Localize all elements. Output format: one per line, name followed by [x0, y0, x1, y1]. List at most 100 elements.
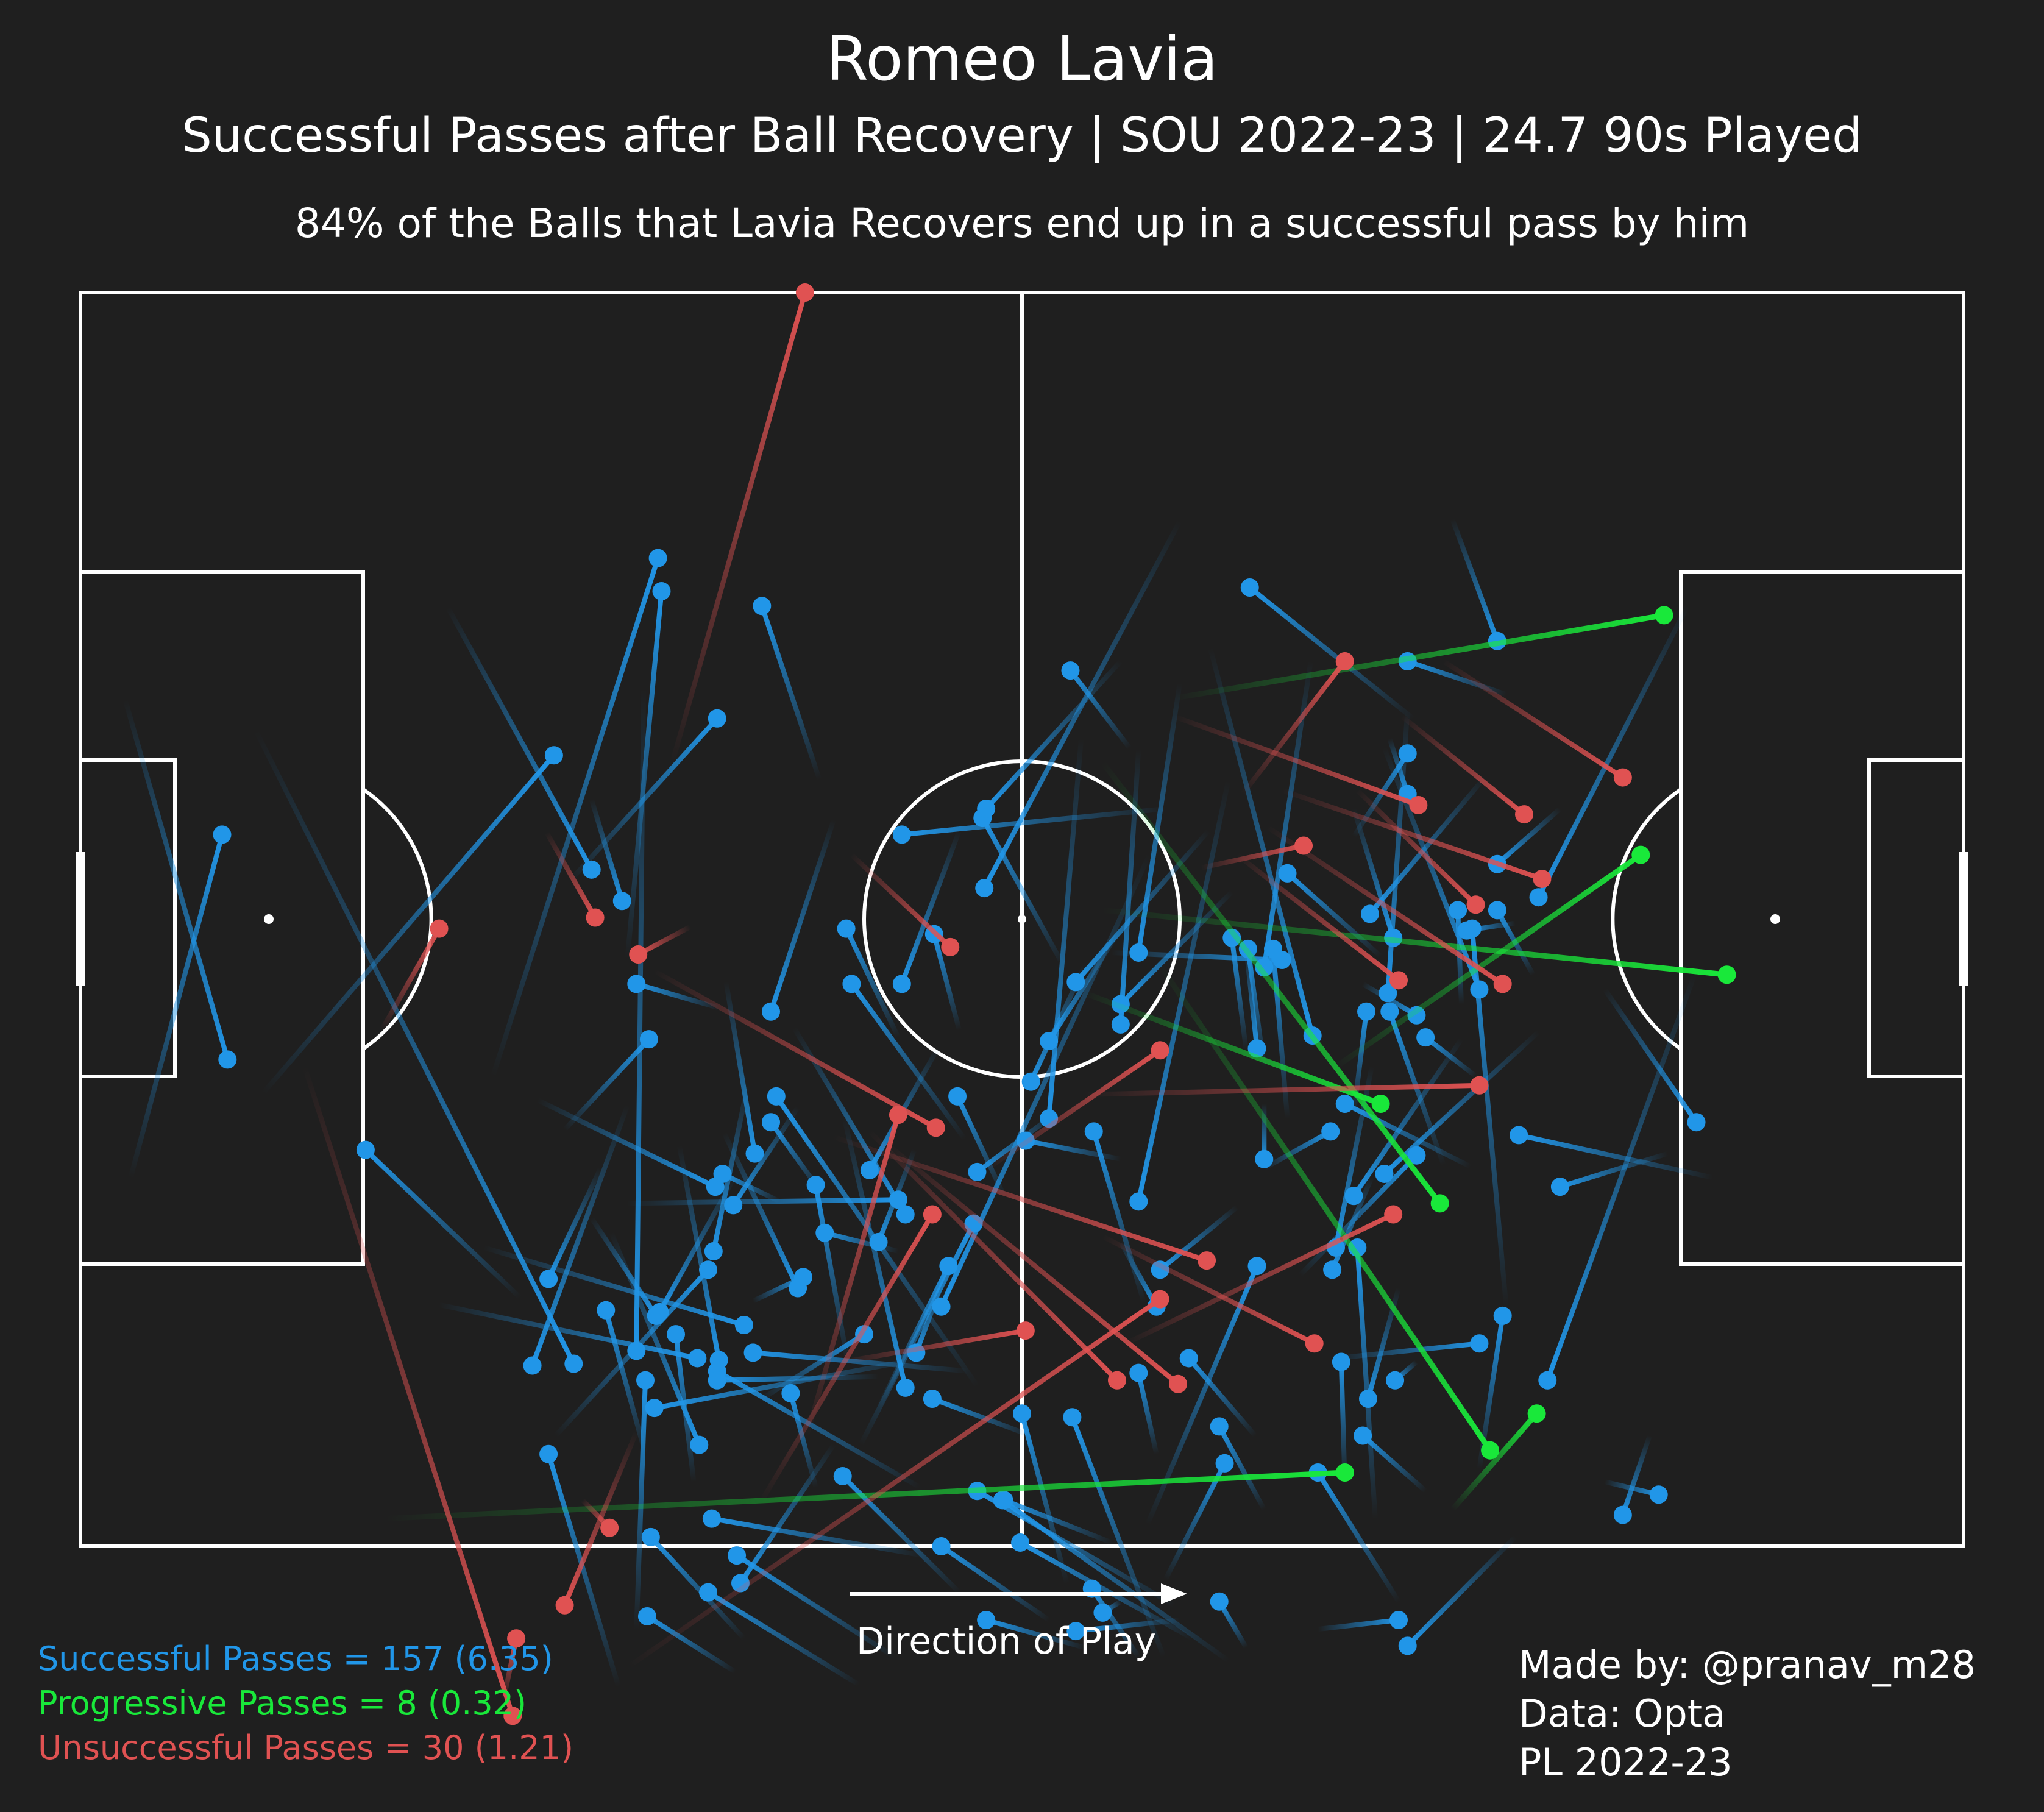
- successful-passes-end-point-84: [1398, 744, 1417, 763]
- unsuccessful-passes-line-4: [849, 852, 953, 950]
- successful-passes-end-point-123: [1129, 1363, 1148, 1382]
- successful-passes-line-31: [711, 1082, 750, 1254]
- successful-passes-end-point-58: [1111, 1015, 1130, 1034]
- successful-passes-line-42: [931, 931, 962, 1032]
- successful-passes-line-59: [1136, 778, 1231, 1204]
- unsuccessful-passes-line-28: [1199, 843, 1307, 870]
- successful-passes-end-point-24: [523, 1356, 542, 1375]
- successful-passes-line-39: [843, 926, 901, 1040]
- successful-passes-end-point-18: [627, 975, 646, 993]
- credit-data: Data: Opta: [1519, 1691, 1726, 1736]
- successful-passes-line-55: [1091, 1129, 1147, 1306]
- unsuccessful-passes-end-point-6: [1198, 1251, 1216, 1270]
- successful-passes-end-point-56: [968, 1162, 987, 1181]
- successful-passes-line-67: [1028, 963, 1087, 1084]
- successful-passes-line-112: [1355, 1245, 1378, 1521]
- successful-passes-end-point-142: [1210, 1592, 1229, 1611]
- successful-passes-end-point-92: [1488, 901, 1506, 920]
- successful-passes-end-point-37: [896, 1205, 915, 1224]
- unsuccessful-passes-end-point-3: [629, 945, 648, 964]
- progressive-passes-line-7: [1449, 1410, 1540, 1512]
- unsuccessful-passes-line-12: [302, 1064, 516, 1719]
- unsuccessful-passes-line-27: [1240, 659, 1347, 797]
- progressive-passes-end-point-5: [1481, 1441, 1500, 1460]
- successful-passes-line-51: [1073, 828, 1212, 985]
- direction-label: Direction of Play: [856, 1620, 1157, 1663]
- successful-passes-end-point-91: [1380, 1002, 1399, 1021]
- successful-passes-line-48: [849, 981, 967, 1142]
- successful-passes-line-46: [768, 817, 836, 1014]
- successful-passes-line-83: [1367, 775, 1488, 917]
- successful-passes-end-point-41: [896, 1378, 915, 1397]
- successful-passes-line-102: [1469, 926, 1509, 1309]
- unsuccessful-passes-line-7: [840, 1328, 1028, 1365]
- successful-passes-line-105: [1620, 1433, 1652, 1518]
- successful-passes-line-118: [1315, 1618, 1401, 1632]
- successful-passes-line-47: [899, 828, 962, 987]
- successful-passes-end-point-20: [690, 1435, 709, 1454]
- successful-passes-line-45: [759, 603, 822, 782]
- successful-passes-line-25: [546, 1165, 603, 1282]
- successful-passes-line-54: [1157, 1204, 1240, 1273]
- successful-passes-line-93: [1494, 806, 1563, 867]
- successful-passes-end-point-1: [213, 825, 232, 844]
- successful-passes-line-12: [589, 797, 625, 904]
- progressive-passes-end-point-2: [1371, 1095, 1390, 1113]
- progressive-passes-line-0: [1171, 612, 1667, 701]
- progressive-passes-line-3: [1333, 852, 1644, 1070]
- chart-note: 84% of the Balls that Lavia Recovers end…: [294, 200, 1750, 247]
- successful-passes-line-18: [634, 981, 722, 1011]
- successful-passes-end-point-149: [636, 1371, 655, 1390]
- successful-passes-line-137: [1020, 1411, 1070, 1586]
- progressive-passes-end-point-7: [1527, 1404, 1546, 1423]
- successful-passes-line-151: [603, 1307, 648, 1457]
- successful-passes-end-point-81: [1272, 951, 1291, 970]
- successful-passes-end-point-39: [837, 919, 856, 938]
- progressive-passes-end-point-6: [1335, 1463, 1354, 1482]
- successful-passes-end-point-43: [948, 1087, 967, 1106]
- successful-passes-line-26: [481, 1245, 747, 1327]
- successful-passes-end-point-27: [688, 1349, 707, 1368]
- successful-passes-end-point-147: [641, 1527, 660, 1546]
- successful-passes-end-point-47: [892, 975, 911, 993]
- left-penalty-box: [79, 570, 365, 1266]
- successful-passes-end-point-110: [1386, 1371, 1405, 1390]
- successful-passes-line-136: [984, 1618, 1087, 1650]
- unsuccessful-passes-end-point-9: [1151, 1290, 1169, 1309]
- unsuccessful-passes-line-26: [1172, 714, 1421, 808]
- successful-passes-line-109: [1602, 987, 1699, 1125]
- successful-passes-end-point-138: [1063, 1408, 1082, 1427]
- successful-passes-line-85: [1351, 806, 1396, 940]
- successful-passes-end-point-129: [781, 1384, 800, 1402]
- successful-passes-line-113: [1315, 1470, 1401, 1604]
- successful-passes-end-point-40: [767, 1087, 786, 1106]
- successful-passes-end-point-128: [708, 1371, 726, 1390]
- unsuccessful-passes-end-point-12: [503, 1707, 522, 1725]
- successful-passes-line-101: [1423, 1035, 1478, 1079]
- successful-passes-end-point-8: [652, 582, 671, 601]
- successful-passes-line-126: [929, 1396, 1034, 1438]
- successful-passes-end-point-102: [1463, 919, 1482, 938]
- successful-passes-line-144: [1073, 1618, 1182, 1634]
- successful-passes-line-123: [1136, 1370, 1159, 1457]
- successful-passes-line-138: [1070, 1415, 1166, 1660]
- unsuccessful-passes-end-point-17: [1305, 1334, 1324, 1353]
- successful-passes-line-130: [737, 1442, 836, 1586]
- unsuccessful-passes-end-point-4: [941, 937, 960, 956]
- unsuccessful-passes-end-point-16: [1151, 1041, 1169, 1060]
- successful-passes-end-point-38: [860, 1160, 879, 1179]
- chart-subtitle: Successful Passes after Ball Recovery | …: [182, 108, 1862, 163]
- unsuccessful-passes-end-point-10: [923, 1205, 942, 1224]
- successful-passes-line-114: [1360, 1433, 1428, 1494]
- successful-passes-line-53: [1118, 1239, 1159, 1309]
- successful-passes-line-33: [723, 979, 758, 1156]
- legend-progressive: Progressive Passes = 8 (0.32): [38, 1684, 527, 1722]
- successful-passes-end-point-45: [753, 597, 772, 616]
- successful-passes-line-125: [1001, 1498, 1115, 1545]
- successful-passes-end-point-118: [1389, 1611, 1408, 1629]
- successful-passes-line-131: [876, 1263, 951, 1411]
- successful-passes-line-41: [842, 1116, 908, 1390]
- unsuccessful-passes-end-point-1: [430, 919, 449, 938]
- progressive-passes-line-1: [1099, 907, 1730, 978]
- successful-passes-end-point-116: [1332, 1352, 1350, 1371]
